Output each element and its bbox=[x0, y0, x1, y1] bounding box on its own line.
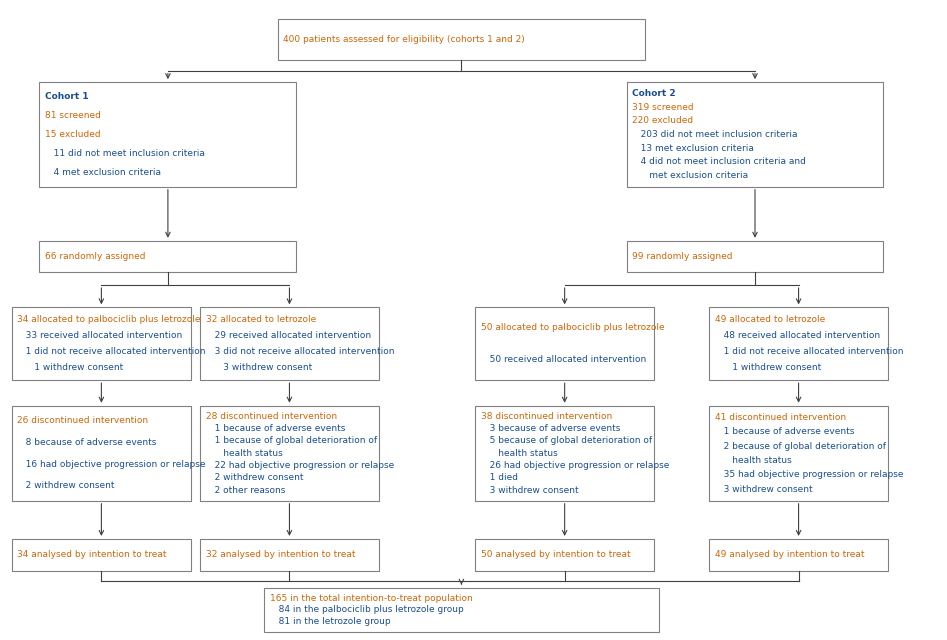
Text: 8 because of adverse events: 8 because of adverse events bbox=[17, 438, 157, 447]
Text: 319 screened: 319 screened bbox=[632, 102, 694, 111]
Text: Cohort 1: Cohort 1 bbox=[45, 92, 89, 100]
Text: 81 in the letrozole group: 81 in the letrozole group bbox=[270, 618, 390, 627]
Text: 34 analysed by intention to treat: 34 analysed by intention to treat bbox=[17, 550, 167, 559]
Text: 26 discontinued intervention: 26 discontinued intervention bbox=[17, 417, 149, 426]
Text: health status: health status bbox=[481, 449, 558, 458]
FancyBboxPatch shape bbox=[475, 307, 654, 380]
Text: 1 withdrew consent: 1 withdrew consent bbox=[17, 364, 124, 372]
FancyBboxPatch shape bbox=[278, 19, 645, 60]
FancyBboxPatch shape bbox=[40, 82, 296, 187]
Text: 2 withdrew consent: 2 withdrew consent bbox=[17, 481, 115, 490]
FancyBboxPatch shape bbox=[709, 406, 888, 501]
Text: 49 analysed by intention to treat: 49 analysed by intention to treat bbox=[715, 550, 864, 559]
Text: 38 discontinued intervention: 38 discontinued intervention bbox=[481, 412, 612, 420]
Text: 22 had objective progression or relapse: 22 had objective progression or relapse bbox=[205, 461, 394, 470]
Text: 50 received allocated intervention: 50 received allocated intervention bbox=[481, 355, 646, 364]
Text: 203 did not meet inclusion criteria: 203 did not meet inclusion criteria bbox=[632, 130, 797, 139]
Text: 1 withdrew consent: 1 withdrew consent bbox=[715, 364, 821, 372]
FancyBboxPatch shape bbox=[475, 406, 654, 501]
Text: 50 analysed by intention to treat: 50 analysed by intention to treat bbox=[481, 550, 631, 559]
Text: 3 withdrew consent: 3 withdrew consent bbox=[715, 484, 813, 493]
Text: 3 withdrew consent: 3 withdrew consent bbox=[205, 364, 312, 372]
Text: 26 had objective progression or relapse: 26 had objective progression or relapse bbox=[481, 461, 670, 470]
Text: 34 allocated to palbociclib plus letrozole: 34 allocated to palbociclib plus letrozo… bbox=[17, 316, 201, 324]
FancyBboxPatch shape bbox=[200, 539, 379, 571]
Text: 15 excluded: 15 excluded bbox=[45, 130, 100, 139]
Text: 2 withdrew consent: 2 withdrew consent bbox=[205, 474, 303, 483]
Text: 3 withdrew consent: 3 withdrew consent bbox=[481, 486, 579, 495]
Text: 50 allocated to palbociclib plus letrozole: 50 allocated to palbociclib plus letrozo… bbox=[481, 323, 665, 332]
Text: 81 screened: 81 screened bbox=[45, 111, 100, 120]
FancyBboxPatch shape bbox=[709, 539, 888, 571]
Text: 13 met exclusion criteria: 13 met exclusion criteria bbox=[632, 143, 754, 152]
Text: 5 because of global deterioration of: 5 because of global deterioration of bbox=[481, 436, 652, 445]
Text: met exclusion criteria: met exclusion criteria bbox=[632, 171, 748, 180]
Text: 1 because of adverse events: 1 because of adverse events bbox=[715, 427, 854, 436]
Text: 220 excluded: 220 excluded bbox=[632, 116, 693, 125]
Text: 3 did not receive allocated intervention: 3 did not receive allocated intervention bbox=[205, 348, 394, 356]
Text: 2 other reasons: 2 other reasons bbox=[205, 486, 285, 495]
FancyBboxPatch shape bbox=[200, 307, 379, 380]
Text: 1 did not receive allocated intervention: 1 did not receive allocated intervention bbox=[715, 348, 903, 356]
Text: 165 in the total intention-to-treat population: 165 in the total intention-to-treat popu… bbox=[270, 593, 473, 603]
Text: 48 received allocated intervention: 48 received allocated intervention bbox=[715, 332, 880, 340]
Text: 28 discontinued intervention: 28 discontinued intervention bbox=[205, 412, 336, 420]
Text: 66 randomly assigned: 66 randomly assigned bbox=[45, 252, 146, 261]
FancyBboxPatch shape bbox=[627, 82, 884, 187]
Text: 32 allocated to letrozole: 32 allocated to letrozole bbox=[205, 316, 315, 324]
Text: 3 because of adverse events: 3 because of adverse events bbox=[481, 424, 620, 433]
Text: 400 patients assessed for eligibility (cohorts 1 and 2): 400 patients assessed for eligibility (c… bbox=[283, 35, 526, 44]
Text: 32 analysed by intention to treat: 32 analysed by intention to treat bbox=[205, 550, 355, 559]
Text: 84 in the palbociclib plus letrozole group: 84 in the palbociclib plus letrozole gro… bbox=[270, 605, 463, 614]
FancyBboxPatch shape bbox=[627, 241, 884, 273]
Text: 16 had objective progression or relapse: 16 had objective progression or relapse bbox=[17, 460, 205, 468]
Text: 49 allocated to letrozole: 49 allocated to letrozole bbox=[715, 316, 825, 324]
Text: 2 because of global deterioration of: 2 because of global deterioration of bbox=[715, 442, 885, 451]
Text: 29 received allocated intervention: 29 received allocated intervention bbox=[205, 332, 370, 340]
Text: 33 received allocated intervention: 33 received allocated intervention bbox=[17, 332, 183, 340]
Text: 99 randomly assigned: 99 randomly assigned bbox=[632, 252, 733, 261]
Text: 4 did not meet inclusion criteria and: 4 did not meet inclusion criteria and bbox=[632, 157, 806, 166]
Text: Cohort 2: Cohort 2 bbox=[632, 89, 676, 98]
FancyBboxPatch shape bbox=[200, 406, 379, 501]
FancyBboxPatch shape bbox=[475, 539, 654, 571]
Text: 1 because of global deterioration of: 1 because of global deterioration of bbox=[205, 436, 377, 445]
Text: 35 had objective progression or relapse: 35 had objective progression or relapse bbox=[715, 470, 903, 479]
FancyBboxPatch shape bbox=[264, 588, 659, 632]
Text: 41 discontinued intervention: 41 discontinued intervention bbox=[715, 413, 846, 422]
Text: health status: health status bbox=[205, 449, 282, 458]
Text: 11 did not meet inclusion criteria: 11 did not meet inclusion criteria bbox=[45, 149, 205, 158]
FancyBboxPatch shape bbox=[12, 307, 191, 380]
FancyBboxPatch shape bbox=[709, 307, 888, 380]
FancyBboxPatch shape bbox=[12, 406, 191, 501]
Text: 4 met exclusion criteria: 4 met exclusion criteria bbox=[45, 168, 161, 177]
FancyBboxPatch shape bbox=[12, 539, 191, 571]
Text: health status: health status bbox=[715, 456, 792, 465]
Text: 1 died: 1 died bbox=[481, 474, 518, 483]
Text: 1 did not receive allocated intervention: 1 did not receive allocated intervention bbox=[17, 348, 205, 356]
FancyBboxPatch shape bbox=[40, 241, 296, 273]
Text: 1 because of adverse events: 1 because of adverse events bbox=[205, 424, 345, 433]
